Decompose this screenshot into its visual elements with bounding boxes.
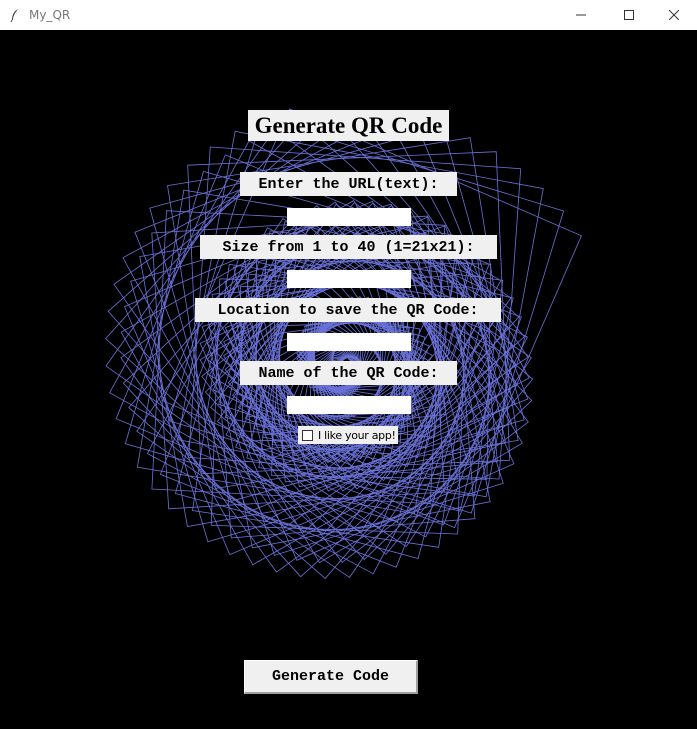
spiral-square	[122, 114, 530, 522]
spiral-square	[151, 215, 445, 510]
like-checkbox-label: I like your app!	[318, 428, 396, 442]
page-title: Generate QR Code	[248, 110, 449, 141]
minimize-button[interactable]	[558, 0, 604, 30]
spiral-square	[167, 137, 519, 489]
url-label: Enter the URL(text):	[240, 172, 457, 196]
spiral-square	[105, 120, 520, 535]
spiral-square	[271, 259, 492, 480]
spiral-square	[151, 210, 446, 505]
feather-icon	[8, 8, 22, 22]
spiral-square	[146, 227, 494, 575]
spiral-square	[187, 151, 511, 475]
spiral-square	[105, 129, 512, 535]
spiral-square	[123, 200, 479, 556]
spiral-square	[149, 126, 525, 502]
checkbox-box[interactable]	[302, 429, 313, 441]
maximize-button[interactable]	[606, 0, 652, 30]
spiral-square	[134, 118, 529, 513]
spiral-square	[246, 244, 514, 512]
minimize-icon	[576, 14, 586, 16]
name-input[interactable]	[287, 396, 411, 414]
spiral-square	[136, 218, 497, 578]
like-checkbox[interactable]: I like your app!	[298, 426, 398, 444]
spiral-square	[188, 146, 522, 480]
spiral-square	[177, 130, 544, 498]
spiral-square	[109, 140, 502, 533]
spiral-square	[258, 251, 504, 497]
spiral-square	[122, 205, 495, 578]
generate-code-button[interactable]: Generate Code	[244, 660, 418, 694]
spiral-square	[113, 113, 529, 529]
window-title: My_QR	[29, 8, 71, 22]
location-label: Location to save the QR Code:	[195, 298, 501, 322]
spiral-square	[192, 263, 476, 548]
close-icon	[669, 10, 679, 20]
spiral-square	[255, 236, 507, 488]
spiral-square	[264, 249, 498, 483]
spiral-square	[120, 201, 492, 573]
spiral-square	[130, 203, 469, 543]
spiral-canvas: Generate QR Code Enter the URL(text): Si…	[0, 30, 697, 729]
maximize-icon	[624, 10, 634, 20]
spiral-square	[211, 274, 476, 539]
spiral-square	[120, 200, 486, 566]
name-label: Name of the QR Code:	[240, 361, 457, 385]
title-bar[interactable]: My_QR	[0, 0, 697, 30]
size-input[interactable]	[287, 270, 411, 288]
size-label: Size from 1 to 40 (1=21x21):	[200, 235, 497, 259]
spiral-square	[247, 225, 513, 491]
location-input[interactable]	[287, 333, 411, 351]
spiral-square	[210, 278, 467, 535]
spiral-square	[115, 154, 490, 529]
close-button[interactable]	[651, 0, 697, 30]
spiral-square	[235, 238, 522, 526]
url-input[interactable]	[287, 208, 411, 226]
